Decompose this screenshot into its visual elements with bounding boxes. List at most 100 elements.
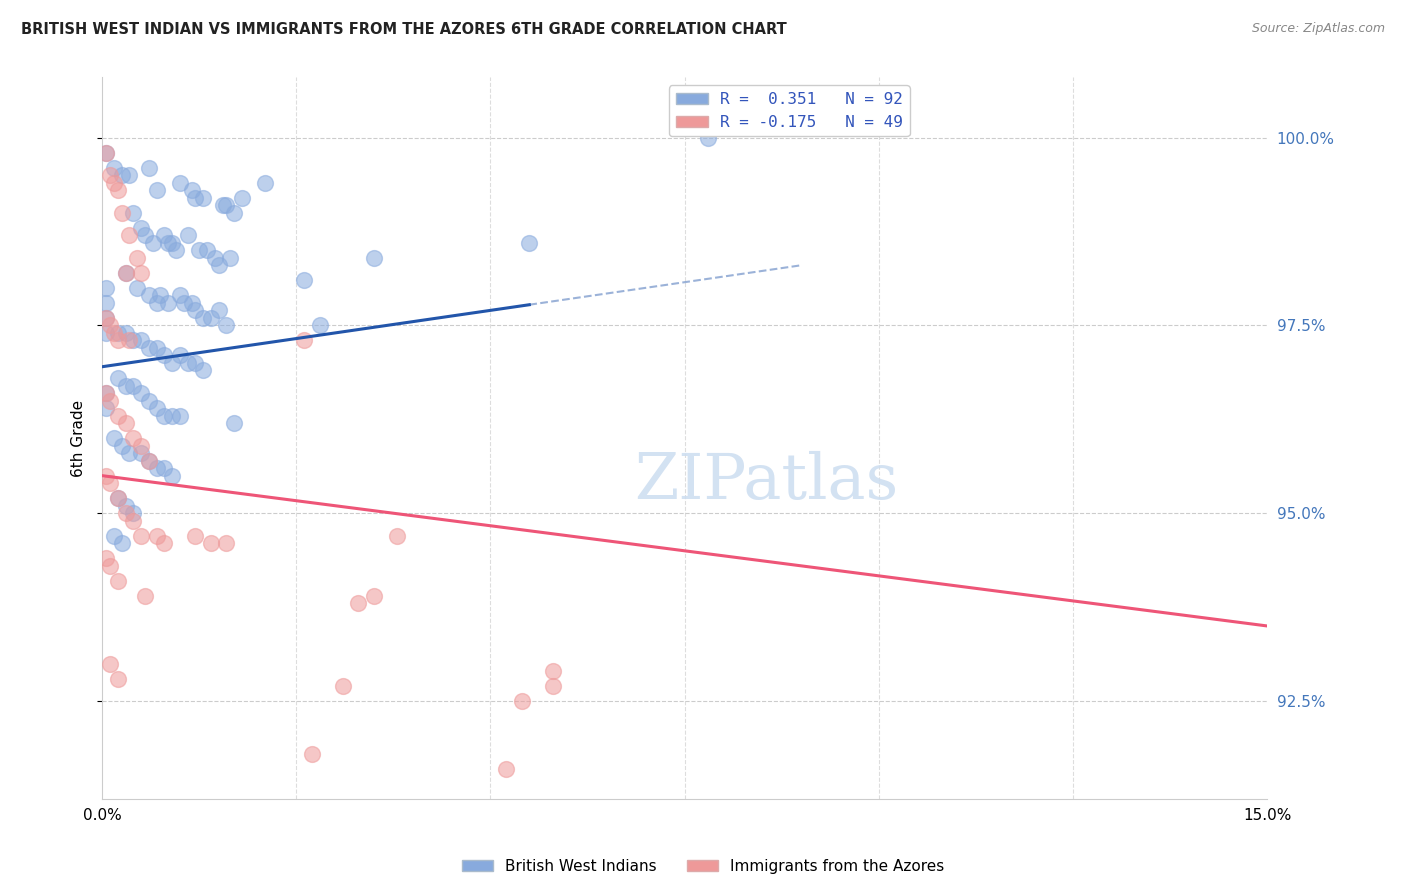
- Point: [107, 491, 129, 506]
- Point: [697, 130, 720, 145]
- Point: [114, 266, 136, 280]
- Point: [134, 228, 156, 243]
- Point: [169, 176, 191, 190]
- Point: [94, 310, 117, 325]
- Point: [153, 348, 176, 362]
- Point: [122, 514, 145, 528]
- Point: [308, 318, 330, 333]
- Legend: R =  0.351   N = 92, R = -0.175   N = 49: R = 0.351 N = 92, R = -0.175 N = 49: [669, 86, 910, 136]
- Point: [107, 326, 129, 340]
- Point: [107, 183, 129, 197]
- Point: [145, 529, 167, 543]
- Point: [231, 191, 253, 205]
- Text: Source: ZipAtlas.com: Source: ZipAtlas.com: [1251, 22, 1385, 36]
- Text: BRITISH WEST INDIAN VS IMMIGRANTS FROM THE AZORES 6TH GRADE CORRELATION CHART: BRITISH WEST INDIAN VS IMMIGRANTS FROM T…: [21, 22, 787, 37]
- Point: [103, 326, 125, 340]
- Point: [94, 310, 117, 325]
- Legend: British West Indians, Immigrants from the Azores: British West Indians, Immigrants from th…: [456, 853, 950, 880]
- Point: [208, 258, 231, 272]
- Point: [118, 446, 141, 460]
- Point: [184, 191, 207, 205]
- Point: [138, 288, 160, 302]
- Point: [98, 318, 121, 333]
- Point: [363, 589, 385, 603]
- Point: [118, 228, 141, 243]
- Point: [114, 266, 136, 280]
- Point: [94, 281, 117, 295]
- Point: [94, 468, 117, 483]
- Point: [145, 401, 167, 415]
- Point: [94, 326, 117, 340]
- Point: [517, 235, 540, 250]
- Point: [254, 176, 277, 190]
- Point: [114, 378, 136, 392]
- Point: [103, 431, 125, 445]
- Point: [510, 694, 533, 708]
- Point: [127, 251, 149, 265]
- Point: [118, 334, 141, 348]
- Point: [145, 183, 167, 197]
- Point: [94, 386, 117, 401]
- Point: [138, 393, 160, 408]
- Point: [138, 453, 160, 467]
- Point: [180, 296, 202, 310]
- Point: [149, 288, 172, 302]
- Point: [138, 341, 160, 355]
- Point: [153, 409, 176, 423]
- Point: [111, 205, 134, 219]
- Point: [107, 334, 129, 348]
- Point: [211, 198, 233, 212]
- Point: [114, 506, 136, 520]
- Point: [219, 251, 242, 265]
- Point: [114, 416, 136, 430]
- Point: [98, 657, 121, 671]
- Point: [129, 220, 152, 235]
- Point: [145, 296, 167, 310]
- Point: [180, 183, 202, 197]
- Point: [122, 334, 145, 348]
- Point: [114, 326, 136, 340]
- Point: [347, 596, 370, 610]
- Point: [495, 762, 517, 776]
- Point: [541, 664, 564, 678]
- Point: [114, 499, 136, 513]
- Point: [98, 558, 121, 573]
- Point: [195, 244, 218, 258]
- Point: [138, 453, 160, 467]
- Point: [224, 205, 246, 219]
- Point: [94, 386, 117, 401]
- Point: [142, 235, 165, 250]
- Point: [157, 235, 180, 250]
- Point: [169, 288, 191, 302]
- Point: [160, 356, 183, 370]
- Point: [301, 747, 323, 761]
- Point: [122, 431, 145, 445]
- Point: [127, 281, 149, 295]
- Point: [292, 334, 315, 348]
- Point: [122, 378, 145, 392]
- Point: [129, 386, 152, 401]
- Point: [129, 334, 152, 348]
- Point: [134, 589, 156, 603]
- Point: [160, 468, 183, 483]
- Point: [169, 348, 191, 362]
- Point: [215, 536, 238, 550]
- Point: [541, 679, 564, 693]
- Point: [191, 310, 214, 325]
- Point: [98, 476, 121, 491]
- Point: [98, 393, 121, 408]
- Point: [153, 536, 176, 550]
- Point: [184, 303, 207, 318]
- Point: [176, 228, 198, 243]
- Point: [387, 529, 409, 543]
- Point: [129, 439, 152, 453]
- Point: [129, 529, 152, 543]
- Point: [122, 205, 145, 219]
- Point: [204, 251, 226, 265]
- Point: [169, 409, 191, 423]
- Point: [98, 168, 121, 182]
- Y-axis label: 6th Grade: 6th Grade: [72, 400, 86, 476]
- Point: [145, 461, 167, 475]
- Point: [153, 228, 176, 243]
- Point: [184, 529, 207, 543]
